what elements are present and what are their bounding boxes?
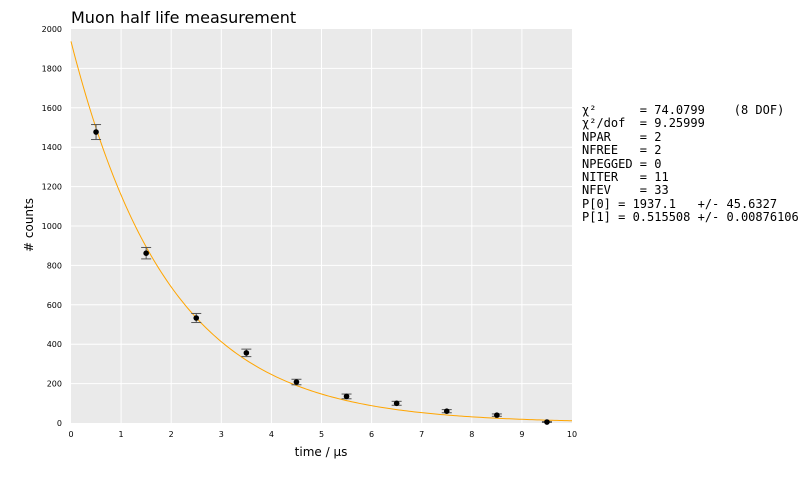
point-marker	[393, 400, 400, 407]
x-tick-label: 4	[269, 430, 274, 439]
fit-result-line: NPEGGED = 0	[582, 156, 662, 171]
y-axis-label: # counts	[22, 198, 36, 252]
fit-curve-group	[70, 41, 573, 422]
fit-result-line: P[1] = 0.515508 +/- 0.00876106	[582, 210, 799, 225]
fit-result-line: χ² = 74.0799 (8 DOF)	[582, 103, 785, 117]
y-tick-label: 2000	[42, 25, 62, 34]
data-point	[391, 400, 402, 407]
fit-result-line: NITER = 11	[582, 170, 669, 185]
data-point	[441, 408, 452, 414]
x-tick-label: 2	[169, 430, 174, 439]
y-tick-label: 0	[57, 419, 62, 428]
y-tick-label: 1600	[42, 104, 62, 113]
y-tick-label: 800	[47, 261, 62, 270]
point-marker	[243, 350, 250, 356]
point-marker	[143, 250, 149, 256]
y-tick-label: 1200	[42, 183, 62, 192]
data-point	[191, 312, 202, 324]
fit-result-line: NFREE = 2	[582, 143, 662, 158]
x-tick-label: 0	[68, 430, 73, 439]
point-marker	[193, 315, 200, 321]
point-marker	[293, 379, 300, 385]
y-tick-label: 200	[47, 380, 62, 389]
x-tick-label: 5	[319, 430, 324, 439]
x-tick-label: 3	[219, 430, 224, 439]
data-point	[291, 378, 302, 386]
fit-result-line: χ²/dof = 9.25999	[582, 116, 705, 131]
y-tick-label: 1000	[42, 222, 62, 231]
data-point	[91, 124, 102, 141]
data-points	[91, 124, 552, 425]
y-tick-label: 1400	[42, 143, 62, 152]
x-axis-label: time / µs	[295, 445, 348, 459]
y-axis-ticks: 0 200 400 600 800 1000 1200 1400 1600 1800 2000	[42, 25, 62, 428]
point-marker	[443, 408, 450, 414]
data-point	[541, 419, 552, 425]
x-tick-label: 7	[419, 430, 424, 439]
x-axis-ticks: 0 1 2 3 4 5 6 7 8 9 10	[68, 430, 577, 439]
data-point	[241, 348, 252, 358]
point-marker	[494, 412, 500, 418]
fit-result-line: P[0] = 1937.1 +/- 45.6327	[582, 196, 778, 211]
x-tick-label: 10	[567, 430, 577, 439]
fit-results-box: χ² = 74.0799 (8 DOF) χ²/dof = 9.25999 NPAR…	[582, 103, 799, 225]
x-tick-label: 8	[469, 430, 474, 439]
data-point	[341, 393, 352, 400]
grid	[71, 29, 572, 423]
point-marker	[343, 393, 350, 400]
y-tick-label: 600	[47, 301, 62, 310]
x-tick-label: 1	[119, 430, 124, 439]
x-tick-label: 9	[519, 430, 524, 439]
fit-result-line: NPAR = 2	[582, 129, 662, 144]
chart-title: Muon half life measurement	[71, 8, 296, 27]
point-marker	[544, 419, 550, 425]
fit-result-line: NFEV = 33	[582, 183, 669, 198]
x-tick-label: 6	[369, 430, 374, 439]
y-tick-label: 1800	[42, 64, 62, 73]
y-tick-label: 400	[47, 340, 62, 349]
point-marker	[93, 129, 99, 135]
data-point	[141, 246, 152, 260]
data-point	[491, 412, 502, 418]
fit-curve	[70, 41, 573, 422]
